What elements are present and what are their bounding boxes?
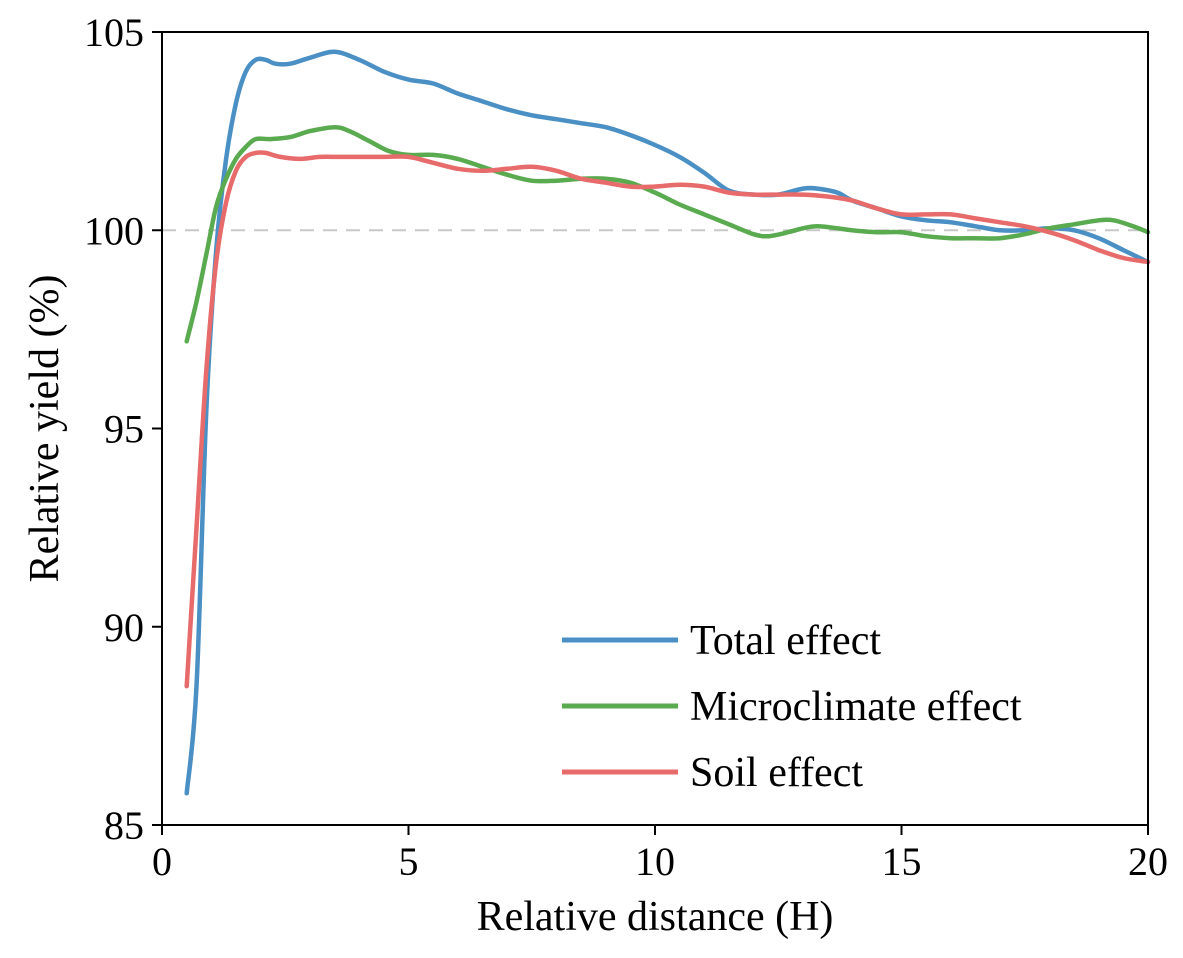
x-tick-label: 10 [635, 839, 675, 884]
legend: Total effect Microclimate effect Soil effe… [562, 618, 1022, 796]
y-axis-label: Relative yield (%) [22, 275, 68, 583]
ticks-layer: 0 5 10 15 20 85 90 95 100 105 [84, 10, 1168, 884]
series-line-soil-effect [184, 150, 1151, 689]
x-tick-label: 0 [152, 839, 172, 884]
series-line-microclimate-effect [184, 124, 1151, 344]
y-tick-label: 90 [104, 605, 144, 650]
legend-label-soil-effect: Soil effect [690, 750, 863, 796]
series-line-total-effect [184, 49, 1151, 796]
y-tick-label: 85 [104, 803, 144, 848]
x-tick-label: 15 [882, 839, 922, 884]
x-tick-label: 20 [1128, 839, 1168, 884]
legend-label-microclimate-effect: Microclimate effect [690, 684, 1022, 730]
legend-label-total-effect: Total effect [690, 618, 881, 664]
x-tick-label: 5 [399, 839, 419, 884]
y-tick-label: 100 [84, 208, 144, 253]
x-axis-label: Relative distance (H) [477, 894, 834, 940]
series-layer [184, 49, 1151, 796]
y-tick-label: 105 [84, 10, 144, 55]
y-tick-label: 95 [104, 407, 144, 452]
